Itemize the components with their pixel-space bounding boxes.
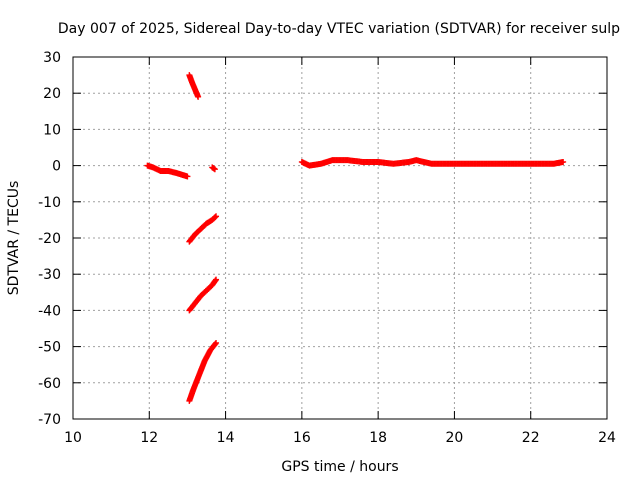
grid [73, 57, 607, 419]
data-point-marker [184, 173, 191, 180]
x-tick-label: 14 [217, 430, 235, 446]
data-point-marker [212, 340, 219, 347]
y-axis-label: SDTVAR / TECUs [6, 181, 22, 296]
y-tick-label: -10 [38, 195, 61, 211]
data-point-marker [211, 166, 218, 173]
data-segment [298, 157, 567, 169]
y-tick-label: -50 [38, 340, 61, 356]
x-tick-label: 18 [369, 430, 387, 446]
data-point-marker [560, 158, 567, 165]
data-segment [186, 72, 202, 100]
data-point-marker [195, 93, 202, 100]
data-point-marker [213, 339, 220, 346]
data-point-marker [213, 276, 220, 283]
data-segment [186, 339, 220, 404]
y-tick-label: -40 [38, 303, 61, 319]
data-point-marker [213, 213, 220, 220]
x-tick-label: 24 [598, 430, 616, 446]
data-segment [144, 162, 191, 180]
y-tick-label: -30 [38, 267, 61, 283]
data-segment [209, 164, 218, 173]
data-points [144, 72, 567, 404]
x-tick-label: 12 [140, 430, 158, 446]
data-point-marker [212, 214, 219, 221]
x-tick-label: 10 [64, 430, 82, 446]
y-tick-label: 30 [43, 50, 61, 66]
x-tick-label: 20 [446, 430, 464, 446]
x-axis-label: GPS time / hours [281, 459, 398, 475]
y-tick-label: 0 [52, 159, 61, 175]
y-tick-label: 10 [43, 122, 61, 138]
chart-title: Day 007 of 2025, Sidereal Day-to-day VTE… [58, 21, 620, 37]
y-tick-label: 20 [43, 86, 61, 102]
y-tick-label: -70 [38, 412, 61, 428]
x-tick-label: 16 [293, 430, 311, 446]
y-tick-label: -20 [38, 231, 61, 247]
y-tick-label: -60 [38, 376, 61, 392]
data-segment [186, 276, 220, 314]
axis-ticks: 10 12 14 16 18 20 22 24 30 20 10 0 -10 -20 -30 -40 -50 -6… [38, 50, 616, 446]
x-tick-label: 22 [522, 430, 540, 446]
data-segment [186, 213, 220, 245]
